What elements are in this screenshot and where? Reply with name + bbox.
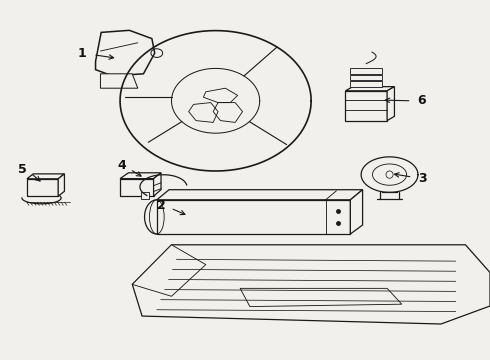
Polygon shape [240, 288, 402, 307]
Polygon shape [345, 87, 394, 91]
Polygon shape [132, 245, 490, 324]
Polygon shape [350, 81, 382, 87]
Polygon shape [345, 91, 387, 121]
Polygon shape [387, 87, 394, 121]
Polygon shape [141, 192, 149, 199]
Polygon shape [27, 179, 58, 196]
Polygon shape [157, 190, 363, 200]
Text: 6: 6 [417, 94, 426, 107]
Polygon shape [58, 174, 65, 196]
Polygon shape [350, 68, 382, 74]
Polygon shape [96, 30, 155, 76]
Polygon shape [350, 75, 382, 80]
Text: 5: 5 [18, 163, 26, 176]
Polygon shape [350, 190, 363, 234]
Polygon shape [132, 245, 206, 296]
Polygon shape [27, 174, 65, 179]
Polygon shape [120, 173, 161, 179]
Text: 1: 1 [78, 47, 87, 60]
Polygon shape [157, 200, 350, 234]
Text: 3: 3 [418, 172, 427, 185]
Polygon shape [153, 173, 161, 196]
Polygon shape [100, 74, 138, 88]
Text: 2: 2 [157, 199, 166, 212]
Polygon shape [120, 179, 153, 196]
Text: 4: 4 [117, 159, 126, 172]
